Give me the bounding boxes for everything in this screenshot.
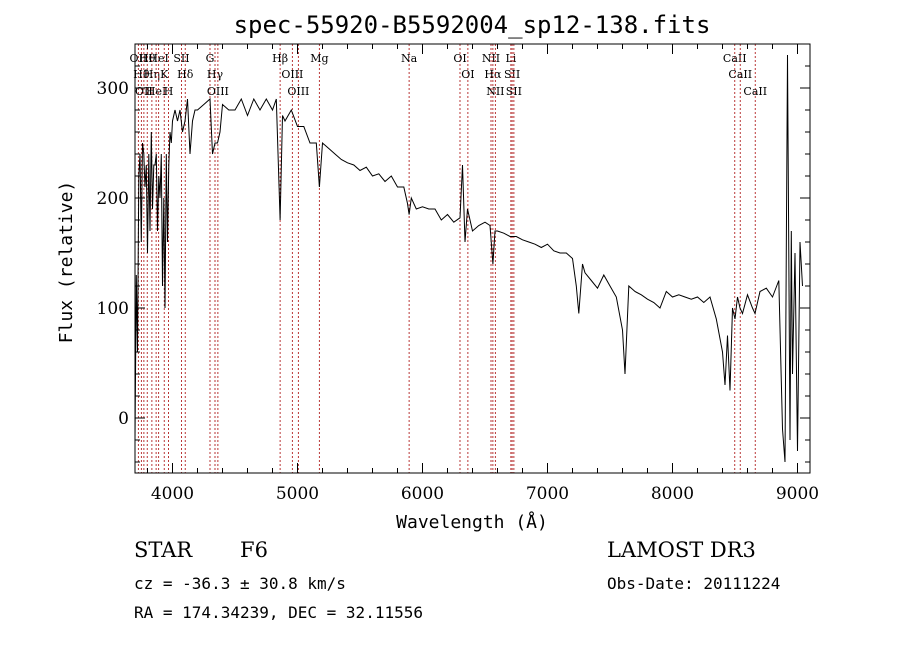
line-label-oi: OI bbox=[453, 52, 466, 65]
line-label-li: Li bbox=[505, 52, 516, 65]
line-label-hδ: Hδ bbox=[177, 68, 194, 81]
line-label-sii: SII bbox=[173, 52, 189, 65]
line-label-hθ: Hθ bbox=[133, 68, 150, 81]
line-label-na: Na bbox=[401, 52, 418, 65]
y-tick-label-100: 100 bbox=[97, 299, 129, 319]
line-label-hα: Hα bbox=[484, 68, 502, 81]
y-axis-title: Flux (relative) bbox=[56, 181, 77, 344]
line-label-oi: OI bbox=[461, 68, 474, 81]
x-tick-label-8000: 8000 bbox=[651, 484, 694, 504]
x-tick-label-9000: 9000 bbox=[776, 484, 819, 504]
axis-ticks: 4000 5000 6000 7000 8000 9000 0 100 200 300 bbox=[97, 43, 819, 504]
line-label-nii: NII bbox=[486, 85, 504, 98]
line-label-oiii: OIII bbox=[207, 85, 229, 98]
y-tick-label-200: 200 bbox=[97, 189, 129, 209]
object-subclass: F6 bbox=[240, 538, 268, 562]
x-axis-title: Wavelength (Å) bbox=[396, 511, 548, 533]
line-label-mg: Mg bbox=[310, 52, 328, 65]
line-label-sii: SII bbox=[506, 85, 522, 98]
line-label-nii: NII bbox=[482, 52, 500, 65]
y-tick-label-300: 300 bbox=[97, 79, 129, 99]
line-label-caii: CaII bbox=[743, 85, 767, 98]
survey-name: LAMOST DR3 bbox=[607, 538, 756, 562]
chart-title: spec-55920-B5592004_sp12-138.fits bbox=[234, 11, 711, 39]
coordinates: RA = 174.34239, DEC = 32.11556 bbox=[134, 603, 423, 622]
line-label-g: G bbox=[206, 52, 215, 65]
x-tick-label-5000: 5000 bbox=[276, 484, 319, 504]
line-label-caii: CaII bbox=[728, 68, 752, 81]
y-tick-label-0: 0 bbox=[118, 409, 129, 429]
line-label-caii: CaII bbox=[723, 52, 747, 65]
x-tick-label-7000: 7000 bbox=[526, 484, 569, 504]
observation-date: Obs-Date: 20111224 bbox=[607, 574, 781, 593]
line-label-k: K bbox=[160, 68, 169, 81]
line-label-hei: HeI bbox=[146, 85, 166, 98]
line-label-h: H bbox=[164, 85, 174, 98]
spectral-line-markers: OIIHθOIIHθHηHeIHeIKHSIIHδGHγOIIIHβOIIIOI… bbox=[130, 44, 767, 473]
line-label-hβ: Hβ bbox=[272, 52, 288, 65]
line-label-hγ: Hγ bbox=[207, 68, 224, 81]
line-label-oii: OII bbox=[130, 52, 148, 65]
line-label-hη: Hη bbox=[144, 68, 160, 81]
spectrum-line bbox=[134, 54, 803, 463]
redshift-cz: cz = -36.3 ± 30.8 km/s bbox=[134, 574, 346, 593]
line-label-sii: SII bbox=[504, 68, 520, 81]
line-label-hei: HeI bbox=[148, 52, 168, 65]
x-tick-label-4000: 4000 bbox=[151, 484, 194, 504]
object-class: STAR bbox=[134, 538, 193, 562]
line-label-oiii: OIII bbox=[281, 68, 303, 81]
line-label-oiii: OIII bbox=[287, 85, 309, 98]
x-tick-label-6000: 6000 bbox=[401, 484, 444, 504]
